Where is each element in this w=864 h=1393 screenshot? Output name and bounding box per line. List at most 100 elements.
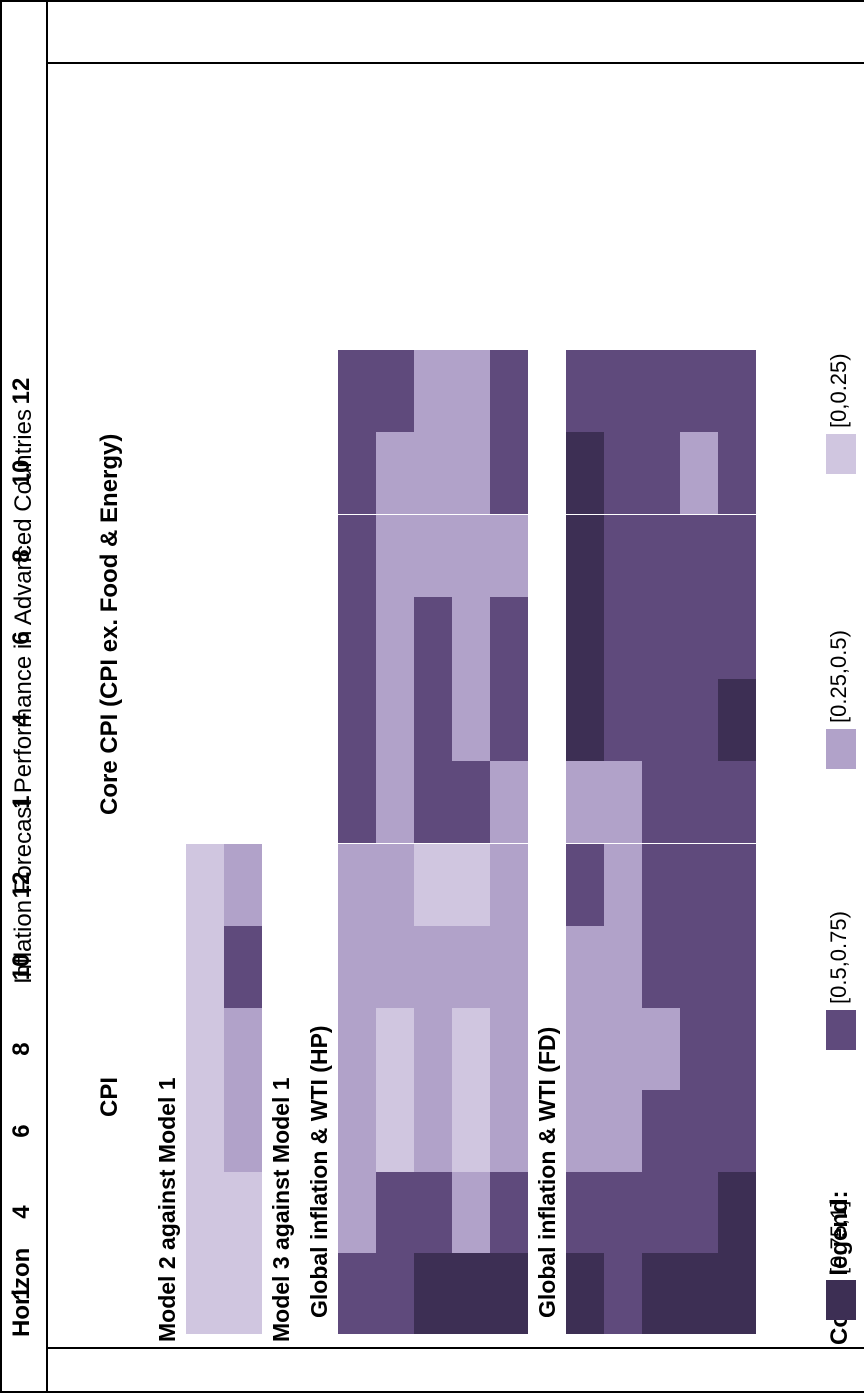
heat-cell [680, 432, 718, 514]
heat-cell [490, 761, 528, 843]
heat-cell [604, 1252, 642, 1334]
horizon-tick: 1 [8, 795, 35, 809]
heat-cell [642, 761, 680, 843]
legend-swatch [826, 1280, 856, 1320]
heat-cell [718, 926, 756, 1008]
heat-cell [680, 679, 718, 761]
heat-cell [376, 1090, 414, 1172]
heat-cell [680, 844, 718, 926]
heat-cell [452, 1008, 490, 1090]
heat-cell [642, 1008, 680, 1090]
heat-cell [414, 1008, 452, 1090]
heat-cell [186, 926, 224, 1008]
heat-cell [414, 1252, 452, 1334]
heat-cell [376, 1171, 414, 1253]
group-label-cpi: CPI [96, 1076, 123, 1117]
heat-cell [414, 432, 452, 514]
horizon-tick: 8 [8, 549, 35, 563]
heat-cell [452, 761, 490, 843]
heat-cell [680, 597, 718, 679]
heat-cell [490, 1008, 528, 1090]
heat-cell [452, 1171, 490, 1253]
heat-cell [452, 1252, 490, 1334]
heat-cell [718, 597, 756, 679]
horizon-tick: 6 [8, 631, 35, 645]
legend-swatch [826, 434, 856, 474]
heat-cell [338, 761, 376, 843]
heat-cell [452, 350, 490, 432]
heat-cell [604, 1171, 642, 1253]
heat-cell [566, 844, 604, 926]
heat-cell [452, 926, 490, 1008]
row-label-glob_hp: Global inflation & WTI (HP) [306, 1025, 332, 1318]
legend-label: [0,0.25) [826, 353, 851, 428]
horizon-tick: 4 [8, 1205, 35, 1219]
heat-cell [566, 432, 604, 514]
heat-cell [604, 597, 642, 679]
heat-cell [376, 515, 414, 597]
heat-cell [490, 432, 528, 514]
horizon-tick: 6 [8, 1124, 35, 1138]
group-label-core: Core CPI (CPI ex. Food & Energy) [96, 433, 123, 815]
right-border [0, 0, 864, 2]
heat-cell [680, 926, 718, 1008]
heat-cell [376, 1252, 414, 1334]
heat-cell [376, 350, 414, 432]
heat-cell [338, 597, 376, 679]
legend-swatch [826, 1010, 856, 1050]
heat-cell [490, 844, 528, 926]
heat-cell [680, 1252, 718, 1334]
heat-cell [452, 597, 490, 679]
heat-cell [452, 679, 490, 761]
heat-cell [642, 350, 680, 432]
heat-cell [224, 1252, 262, 1334]
heat-cell [680, 1008, 718, 1090]
heat-cell [566, 1171, 604, 1253]
heat-cell [718, 1252, 756, 1334]
horizon-tick: 10 [8, 459, 35, 487]
heat-cell [338, 515, 376, 597]
heat-cell [566, 515, 604, 597]
heat-cell [642, 432, 680, 514]
heat-cell [642, 1252, 680, 1334]
heat-cell [186, 844, 224, 926]
heat-cell [680, 1090, 718, 1172]
heat-cell [604, 926, 642, 1008]
heat-cell [414, 515, 452, 597]
heat-cell [642, 597, 680, 679]
heat-cell [490, 1090, 528, 1172]
heat-cell [338, 1090, 376, 1172]
heat-cell [680, 761, 718, 843]
horizon-tick: 1 [8, 1286, 35, 1300]
legend-separator [47, 62, 864, 64]
heat-cell [718, 1171, 756, 1253]
heat-cell [718, 679, 756, 761]
heat-cell [376, 1008, 414, 1090]
heat-cell [452, 515, 490, 597]
heat-cell [338, 679, 376, 761]
heat-cell [376, 844, 414, 926]
heat-cell [566, 761, 604, 843]
heat-cell [566, 1090, 604, 1172]
heat-cell [718, 761, 756, 843]
heat-cell [566, 1252, 604, 1334]
heat-cell [338, 926, 376, 1008]
heat-cell [680, 515, 718, 597]
heat-cell [452, 1090, 490, 1172]
heat-cell [604, 432, 642, 514]
heat-cell [604, 679, 642, 761]
heat-cell [186, 1252, 224, 1334]
heat-cell [680, 1171, 718, 1253]
heat-cell [604, 1008, 642, 1090]
heat-cell [414, 844, 452, 926]
row-label-glob_fd: Global inflation & WTI (FD) [534, 1026, 560, 1318]
heat-cell [490, 597, 528, 679]
heat-cell [604, 844, 642, 926]
heat-cell [566, 1008, 604, 1090]
heat-cell [224, 1171, 262, 1253]
heat-cell [186, 1171, 224, 1253]
horizon-tick: 8 [8, 1042, 35, 1056]
heat-cell [604, 1090, 642, 1172]
heat-cell [718, 844, 756, 926]
